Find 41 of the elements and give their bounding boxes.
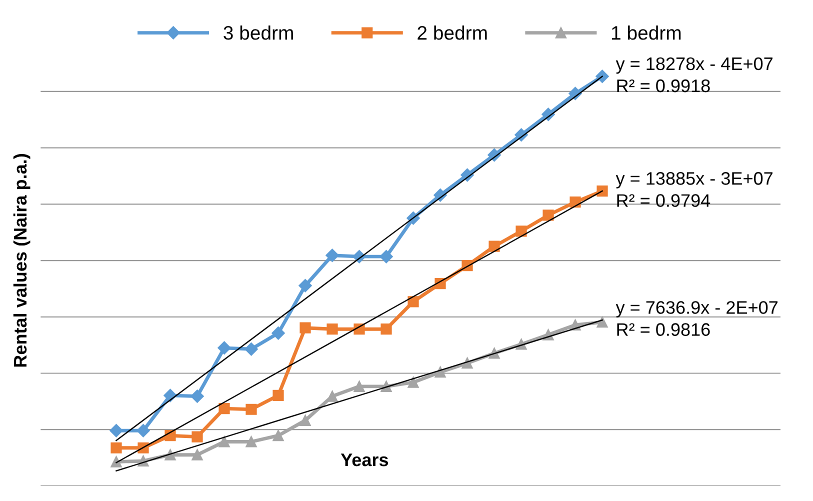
point xyxy=(408,296,419,308)
text: y = 18278x - 4E+07 R² = 0.9918 xyxy=(616,57,772,92)
point xyxy=(542,210,554,221)
point xyxy=(300,322,311,334)
point xyxy=(192,449,203,460)
legend-label: 1 bedrm xyxy=(612,26,681,40)
point xyxy=(380,250,393,264)
point xyxy=(110,442,122,454)
point xyxy=(326,248,339,262)
point xyxy=(244,342,258,356)
point xyxy=(218,436,230,448)
legend-label: 3 bedrm xyxy=(224,26,293,40)
text: y = 13885x - 3E+07 R² = 0.9794 xyxy=(616,172,772,207)
point xyxy=(300,414,311,426)
point xyxy=(110,424,123,438)
x-axis-title: Years xyxy=(340,454,388,466)
point xyxy=(272,430,284,442)
point xyxy=(218,402,230,414)
point xyxy=(136,424,150,438)
point xyxy=(434,366,446,378)
point xyxy=(272,390,284,401)
point xyxy=(596,70,609,83)
y-axis-title: Rental values (Naira p.a.) xyxy=(13,154,30,367)
point xyxy=(298,279,312,292)
point xyxy=(488,240,500,252)
point xyxy=(272,326,285,340)
point xyxy=(354,380,365,392)
point xyxy=(218,341,231,355)
point xyxy=(246,404,257,415)
point xyxy=(596,316,608,328)
legend-label: 2 bedrm xyxy=(418,26,487,40)
point xyxy=(380,324,392,335)
point xyxy=(326,324,338,335)
point xyxy=(246,436,257,448)
point xyxy=(408,376,419,388)
point xyxy=(192,431,203,442)
point xyxy=(190,390,204,403)
text: y = 7636.9x - 2E+07 R² = 0.9816 xyxy=(616,301,778,336)
point xyxy=(516,226,527,237)
point xyxy=(110,456,122,468)
point xyxy=(596,185,608,197)
